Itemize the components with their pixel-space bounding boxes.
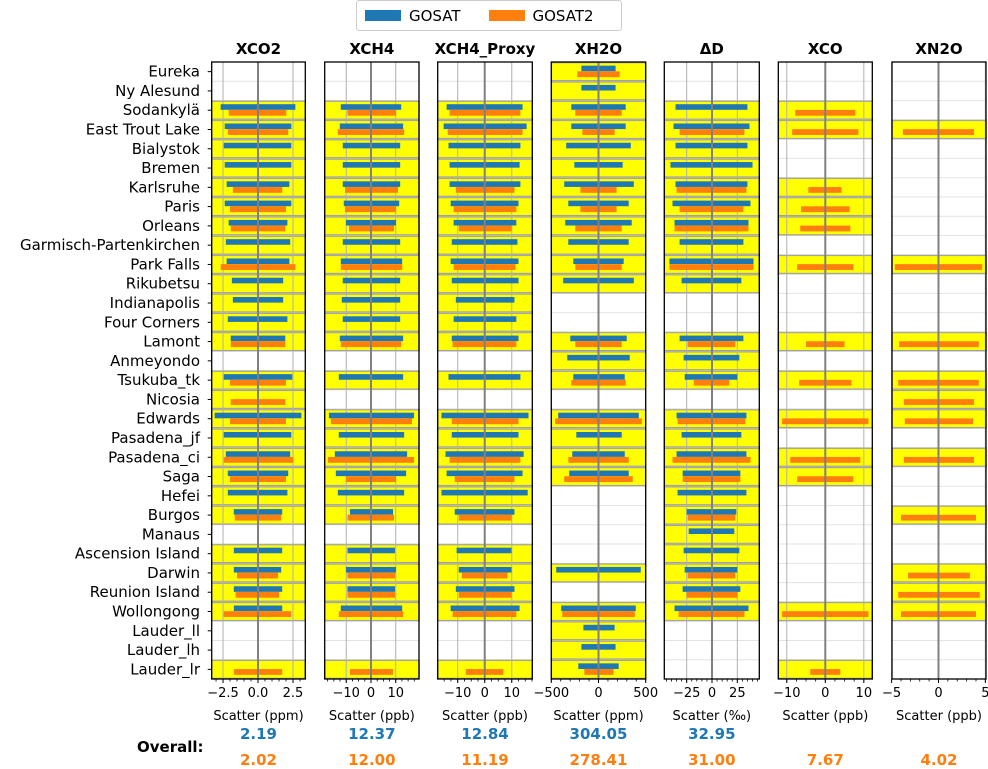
x-tick-label: 0 xyxy=(367,686,375,701)
overall-gosat2-value: 4.02 xyxy=(920,751,958,769)
x-axis-label: Scatter (ppb) xyxy=(782,709,868,724)
legend-label-gosat2: GOSAT2 xyxy=(532,6,594,25)
station-label: Anmeyondo xyxy=(110,352,200,370)
panel-xco: XCO −10 0 10 Scatter (ppb) xyxy=(773,40,874,724)
panel-title: XCH4_Proxy xyxy=(435,40,536,58)
legend-item-gosat: GOSAT xyxy=(365,7,461,25)
legend-patch-gosat xyxy=(365,10,401,21)
panel-xh2o: XH2O −500 0 500 Scatter (ppm) xyxy=(533,40,658,724)
station-label: Hefei xyxy=(161,487,200,505)
legend-label-gosat: GOSAT xyxy=(409,6,461,25)
x-tick-label: −25 xyxy=(673,686,700,701)
x-axis-label: Scatter (ppb) xyxy=(442,709,528,724)
station-label: Lauder_ll xyxy=(132,622,200,641)
x-tick-label: 0 xyxy=(934,686,942,701)
station-label: East Trout Lake xyxy=(86,120,200,138)
station-label: Saga xyxy=(163,468,200,486)
panel-title: XCO2 xyxy=(236,40,281,58)
x-tick-label: 0 xyxy=(708,686,716,701)
station-label: Burgos xyxy=(148,506,200,524)
panel-title: ΔD xyxy=(700,40,724,58)
panel-xn2o: XN2O −5 0 5 Scatter (ppb) xyxy=(882,40,988,724)
station-label: Eureka xyxy=(148,63,200,81)
x-tick-label: 2.5 xyxy=(283,686,304,701)
x-tick-label: 500 xyxy=(633,686,658,701)
legend-item-gosat2: GOSAT2 xyxy=(488,6,594,25)
x-tick-label: 10 xyxy=(503,686,520,701)
station-label: Edwards xyxy=(136,410,200,428)
station-label: Darwin xyxy=(147,564,200,582)
x-tick-label: −10 xyxy=(773,686,800,701)
x-tick-label: 10 xyxy=(387,686,404,701)
panel-title: XH2O xyxy=(575,40,622,58)
x-axis-label: Scatter (ppm) xyxy=(213,709,303,724)
overall-gosat-value: 12.37 xyxy=(348,725,396,743)
station-label: Indianapolis xyxy=(110,294,201,312)
x-tick-label: 5 xyxy=(981,686,988,701)
overall-gosat-value: 32.95 xyxy=(688,725,736,743)
x-tick-label: 0 xyxy=(821,686,829,701)
station-label: Ny Alesund xyxy=(115,82,200,100)
panel-xch4-proxy: XCH4_Proxy −10 0 10 Scatter (ppb) xyxy=(435,40,536,724)
overall-gosat-value: 2.19 xyxy=(239,725,277,743)
x-axis-label: Scatter (‰) xyxy=(672,709,751,724)
station-label: Four Corners xyxy=(104,313,200,331)
overall-gosat-value: 12.84 xyxy=(461,725,509,743)
x-tick-label: 25 xyxy=(729,686,746,701)
overall-gosat2-value: 7.67 xyxy=(806,751,844,769)
station-label: Bialystok xyxy=(132,140,201,158)
station-label: Lamont xyxy=(143,333,200,351)
station-label: Lauder_lh xyxy=(127,641,200,660)
legend: GOSAT GOSAT2 xyxy=(356,0,622,31)
overall-gosat2-value: 12.00 xyxy=(348,751,396,769)
panel--d: ΔD −25 0 25 Scatter (‰) xyxy=(663,40,761,724)
station-label: Nicosia xyxy=(146,390,200,408)
overall-label: Overall: xyxy=(137,738,204,756)
station-label: Rikubetsu xyxy=(126,275,200,293)
panel-title: XCO xyxy=(808,40,843,58)
overall-gosat2-value: 278.41 xyxy=(569,751,628,769)
station-label: Orleans xyxy=(142,217,200,235)
station-label: Tsukuba_tk xyxy=(116,371,200,390)
station-label: Karlsruhe xyxy=(129,178,200,196)
overall-gosat2-value: 11.19 xyxy=(461,751,509,769)
station-label: Ascension Island xyxy=(75,545,200,563)
station-label: Bremen xyxy=(141,159,200,177)
x-tick-label: −10 xyxy=(333,686,360,701)
overall-gosat-value: 304.05 xyxy=(569,725,628,743)
station-label: Wollongong xyxy=(112,603,200,621)
overall-gosat2-value: 31.00 xyxy=(688,751,736,769)
overall-gosat2-value: 2.02 xyxy=(239,751,277,769)
panel-xco2: XCO2 −2.5 0.0 2.5 Scatter (ppm) xyxy=(207,40,307,724)
station-label: Lauder_lr xyxy=(130,660,201,679)
x-tick-label: 0 xyxy=(594,686,602,701)
bar-gosat xyxy=(684,374,738,380)
panel-title: XCH4 xyxy=(349,40,394,58)
panel-frame xyxy=(891,61,987,680)
x-tick-label: −10 xyxy=(444,686,471,701)
station-label: Garmisch-Partenkirchen xyxy=(20,236,200,254)
panel-title: XN2O xyxy=(915,40,962,58)
legend-patch-gosat2 xyxy=(488,10,525,21)
x-axis-label: Scatter (ppm) xyxy=(553,709,643,724)
station-label: Sodankylä xyxy=(123,101,200,119)
station-label: Paris xyxy=(164,198,200,216)
bar-gosat xyxy=(684,566,738,573)
x-tick-label: 0.0 xyxy=(248,686,269,701)
x-tick-label: 10 xyxy=(856,686,873,701)
x-axis-label: Scatter (ppb) xyxy=(329,709,415,724)
panel-xch4: XCH4 −10 0 10 Scatter (ppb) xyxy=(323,40,420,724)
station-label: Manaus xyxy=(142,525,200,543)
station-label: Pasadena_ci xyxy=(108,448,200,467)
x-tick-label: 0 xyxy=(481,686,489,701)
x-tick-label: −500 xyxy=(533,686,569,701)
station-label: Reunion Island xyxy=(90,583,200,601)
station-label: Park Falls xyxy=(130,255,200,273)
station-label: Pasadena_jf xyxy=(111,429,201,448)
x-tick-label: −2.5 xyxy=(207,686,239,701)
x-tick-label: −5 xyxy=(882,686,901,701)
panel-frame xyxy=(324,61,420,680)
x-axis-label: Scatter (ppb) xyxy=(896,709,982,724)
